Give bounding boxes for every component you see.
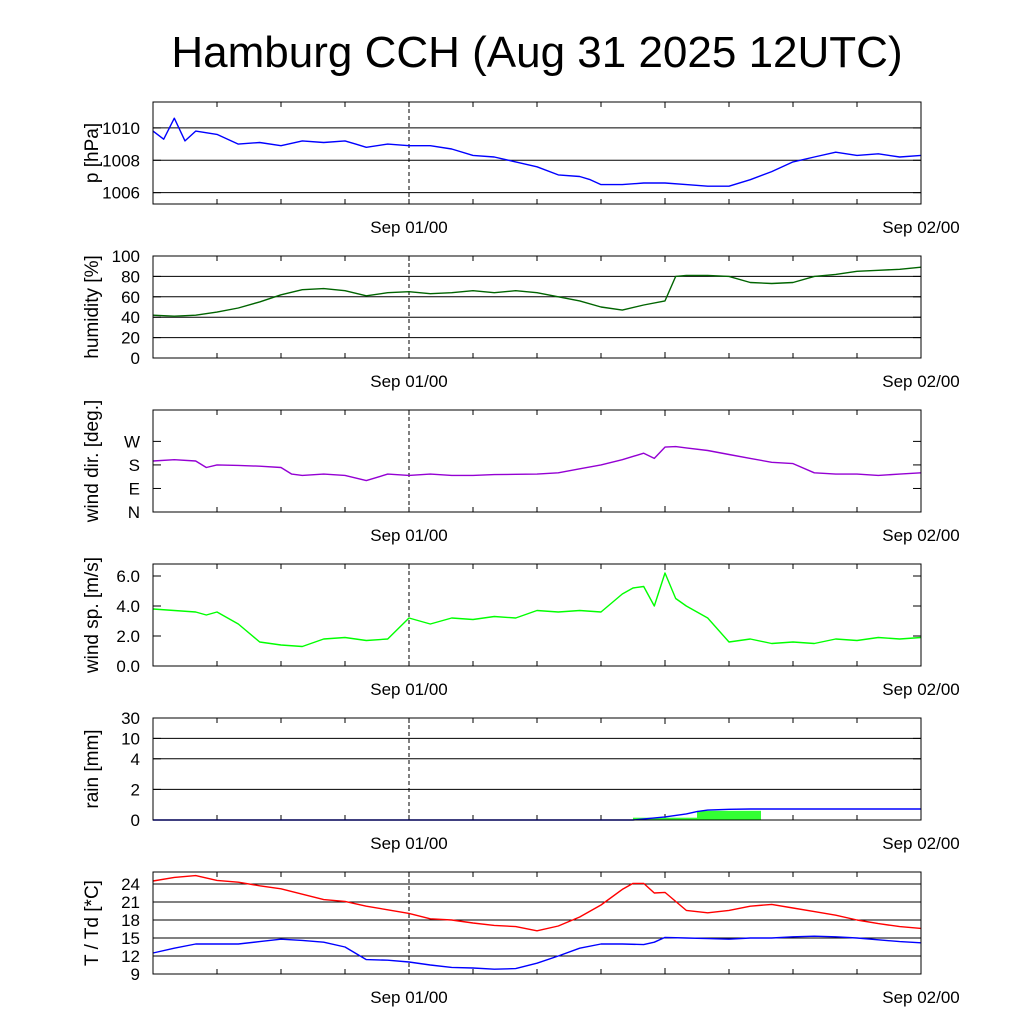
rain-bar bbox=[633, 817, 697, 820]
temperature-series-line-1 bbox=[152, 935, 922, 970]
pressure-series-line-0 bbox=[152, 117, 922, 187]
plot-frame bbox=[152, 563, 922, 667]
x-date-label: Sep 01/00 bbox=[370, 218, 448, 237]
y-tick-label: 9 bbox=[131, 965, 140, 984]
x-date-label: Sep 01/00 bbox=[370, 526, 448, 545]
plot-frame bbox=[152, 255, 922, 359]
y-tick-label: 40 bbox=[121, 308, 140, 327]
plot-frame bbox=[152, 871, 922, 975]
y-tick-label: 4 bbox=[131, 750, 140, 769]
rain-bar bbox=[697, 810, 761, 820]
x-date-label: Sep 02/00 bbox=[882, 218, 960, 237]
x-date-label: Sep 02/00 bbox=[882, 834, 960, 853]
y-tick-label: 2 bbox=[131, 780, 140, 799]
y-axis-label: rain [mm] bbox=[82, 729, 103, 808]
y-tick-label: N bbox=[128, 503, 140, 522]
y-tick-label: 0 bbox=[131, 349, 140, 368]
y-tick-label: 12 bbox=[121, 947, 140, 966]
y-axis-label: humidity [%] bbox=[82, 255, 103, 358]
panel-wind-speed: 0.0 2.0 4.0 6.0 wind sp. [m/s] Sep 01/00 Sep 0… bbox=[82, 557, 960, 699]
y-tick-label: 6.0 bbox=[116, 567, 140, 586]
y-tick-label: 0 bbox=[131, 811, 140, 830]
plot-frame bbox=[152, 409, 922, 513]
plot-frame bbox=[152, 101, 922, 205]
y-tick-label: 10 bbox=[121, 729, 140, 748]
y-tick-label: 1008 bbox=[102, 151, 140, 170]
y-tick-label: S bbox=[129, 456, 140, 475]
x-date-label: Sep 01/00 bbox=[370, 834, 448, 853]
humidity-series-line-0 bbox=[152, 266, 922, 317]
y-tick-label: 20 bbox=[121, 329, 140, 348]
wind-direction-series-line-0 bbox=[152, 445, 922, 482]
y-tick-label: 18 bbox=[121, 911, 140, 930]
wind-speed-series-line-0 bbox=[152, 572, 922, 648]
y-tick-label: 21 bbox=[121, 893, 140, 912]
rain-series-line-0 bbox=[153, 808, 921, 821]
x-date-label: Sep 01/00 bbox=[370, 988, 448, 1007]
x-date-label: Sep 02/00 bbox=[882, 988, 960, 1007]
y-tick-label: 2.0 bbox=[116, 627, 140, 646]
y-tick-label: 0.0 bbox=[116, 657, 140, 676]
y-tick-label: 15 bbox=[121, 929, 140, 948]
temperature-series-line-0 bbox=[152, 874, 922, 932]
x-date-label: Sep 02/00 bbox=[882, 526, 960, 545]
y-tick-label: 24 bbox=[121, 875, 140, 894]
y-tick-label: 30 bbox=[121, 709, 140, 728]
chart-title: Hamburg CCH (Aug 31 2025 12UTC) bbox=[171, 28, 902, 77]
x-date-label: Sep 01/00 bbox=[370, 680, 448, 699]
y-tick-label: 100 bbox=[112, 247, 140, 266]
y-tick-label: 80 bbox=[121, 267, 140, 286]
y-tick-label: 4.0 bbox=[116, 597, 140, 616]
y-tick-label: 1010 bbox=[102, 119, 140, 138]
x-date-label: Sep 01/00 bbox=[370, 372, 448, 391]
y-axis-label: p [hPa] bbox=[82, 123, 103, 183]
y-axis-label: wind sp. [m/s] bbox=[82, 557, 103, 674]
y-axis-label: T / Td [*C] bbox=[82, 880, 103, 966]
plot-frame bbox=[152, 717, 922, 821]
y-tick-label: 1006 bbox=[102, 184, 140, 203]
y-axis-label: wind dir. [deg.] bbox=[82, 400, 103, 524]
x-date-label: Sep 02/00 bbox=[882, 680, 960, 699]
x-date-label: Sep 02/00 bbox=[882, 372, 960, 391]
y-tick-label: 60 bbox=[121, 288, 140, 307]
y-tick-label: E bbox=[129, 479, 140, 498]
y-tick-label: W bbox=[124, 432, 140, 451]
